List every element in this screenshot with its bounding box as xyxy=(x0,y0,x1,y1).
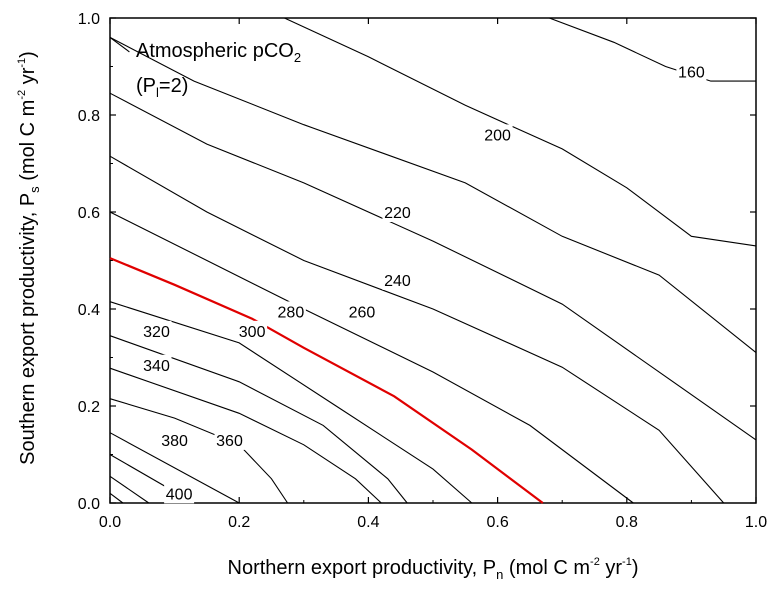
x-tick-label: 0.0 xyxy=(99,514,121,531)
contour-label-220: 220 xyxy=(384,205,411,222)
contour-line-340 xyxy=(109,367,382,504)
y-tick-label: 0.6 xyxy=(78,205,100,222)
contour-label-280: 280 xyxy=(278,304,305,321)
contour-label-200: 200 xyxy=(484,127,511,144)
x-tick-label: 0.4 xyxy=(357,514,379,531)
contour-line-320 xyxy=(109,335,408,504)
y-tick-label: 0.2 xyxy=(78,399,100,416)
contour-line-300 xyxy=(109,301,473,504)
contour-line-440 xyxy=(109,36,130,53)
contour-label-bg xyxy=(237,320,268,341)
contour-line-380 xyxy=(109,432,240,504)
contour-label-400: 400 xyxy=(166,486,193,503)
y-tick-label: 0.0 xyxy=(78,496,100,513)
y-tick-label: 0.8 xyxy=(78,108,100,125)
contour-label-340: 340 xyxy=(143,358,170,375)
contour-lines xyxy=(109,17,757,504)
contour-label-bg xyxy=(676,61,707,82)
contour-label-bg xyxy=(346,301,377,322)
x-axis-title: Northern export productivity, Pn (mol C … xyxy=(228,556,639,582)
y-axis-title: Southern export productivity, Ps (mol C … xyxy=(16,51,42,465)
x-tick-label: 0.2 xyxy=(228,514,250,531)
contour-label-bg xyxy=(164,483,195,504)
contour-line-160 xyxy=(549,17,756,82)
contour-label-300: 300 xyxy=(239,324,266,341)
contour-label-bg xyxy=(214,429,245,450)
contour-label-240: 240 xyxy=(384,273,411,290)
contour-label-bg xyxy=(275,301,306,322)
axis-ticks: 0.0 0.2 0.4 0.6 0.8 1.0 0.0 0.2 0.4 0.6 0.8 1.0 xyxy=(78,11,767,531)
contour-line-180 xyxy=(284,17,757,247)
contour-label-160: 160 xyxy=(678,64,705,81)
contour-line-400 xyxy=(109,475,150,504)
contour-label-380: 380 xyxy=(161,433,188,450)
annotation-line-2: (Pl=2) xyxy=(136,75,188,100)
contour-label-260: 260 xyxy=(349,304,376,321)
contour-line-420 xyxy=(109,492,124,504)
x-tick-label: 0.6 xyxy=(486,514,508,531)
x-tick-label: 1.0 xyxy=(745,514,767,531)
x-tick-label: 0.8 xyxy=(616,514,638,531)
contour-label-360: 360 xyxy=(216,433,243,450)
contour-label-bg xyxy=(482,124,513,145)
annotation-line-1: Atmospheric pCO2 xyxy=(136,40,301,65)
contour-line-240 xyxy=(109,155,725,504)
contour-label-bg xyxy=(159,429,190,450)
contour-label-bg xyxy=(382,202,413,222)
contour-line-220 xyxy=(109,92,757,441)
contour-label-bg xyxy=(141,320,172,341)
contour-label-bg xyxy=(141,354,172,375)
contour-label-bg xyxy=(382,269,413,290)
contour-labels: 400380360340320300280260240220200180160 xyxy=(141,61,707,504)
y-tick-label: 0.4 xyxy=(78,302,100,319)
contour-label-320: 320 xyxy=(143,324,170,341)
y-tick-label: 1.0 xyxy=(78,11,100,28)
contour-line-200 xyxy=(109,36,757,354)
contour-line-280 xyxy=(109,257,544,504)
contour-line-260 xyxy=(109,211,634,504)
